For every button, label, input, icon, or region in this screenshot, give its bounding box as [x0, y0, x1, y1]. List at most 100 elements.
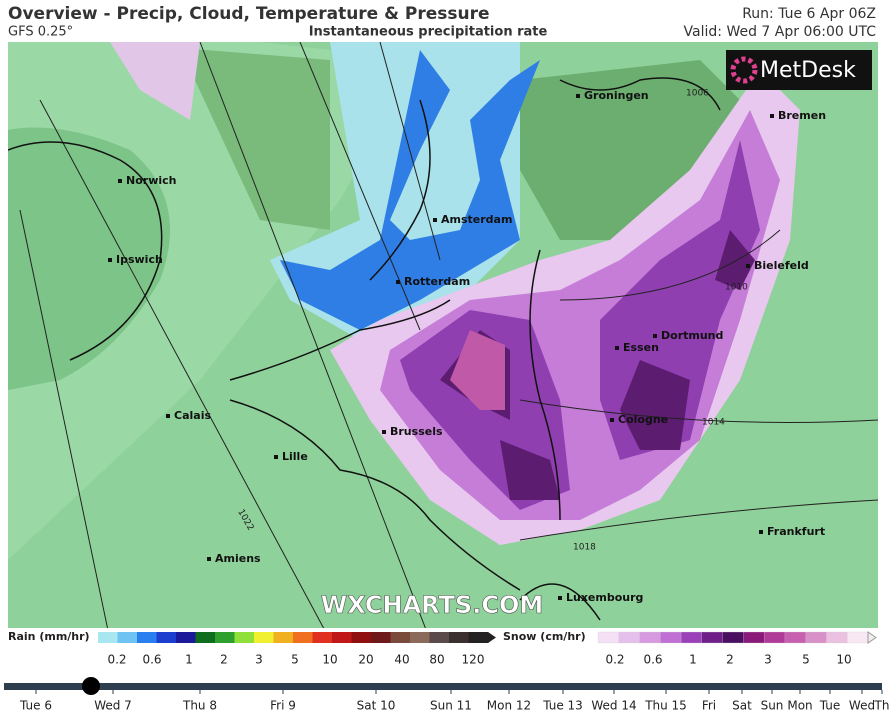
rain-color-swatch: [98, 632, 118, 643]
snow-color-swatch: [847, 631, 869, 644]
city-dot: [576, 94, 580, 98]
timeline-label[interactable]: Th: [874, 699, 890, 713]
timeline-label[interactable]: Tue 6: [19, 699, 52, 713]
city-label: Essen: [623, 341, 659, 354]
rain-legend-title: Rain (mm/hr): [8, 630, 90, 643]
rain-tick-label: 0.2: [107, 653, 126, 667]
rain-color-swatch: [215, 632, 235, 643]
city-dot: [166, 414, 170, 418]
timeline-label[interactable]: Wed: [849, 699, 875, 713]
timeline-label[interactable]: Fri 9: [270, 699, 296, 713]
title: Overview - Precip, Cloud, Temperature & …: [8, 4, 490, 24]
rain-color-swatch: [156, 632, 177, 643]
timeline-handle[interactable]: [82, 677, 100, 695]
logo-mark: [730, 56, 758, 84]
rain-tick-label: 3: [255, 653, 263, 667]
timeline-label[interactable]: Thu 15: [644, 699, 687, 713]
snow-tick-label: 5: [802, 653, 810, 667]
city-label: Cologne: [618, 413, 668, 426]
rain-color-swatch: [449, 632, 469, 643]
rain-color-swatch: [410, 632, 430, 643]
timeline-label[interactable]: Fri: [702, 699, 716, 713]
rain-color-swatch: [176, 632, 196, 643]
model: GFS 0.25°: [8, 25, 73, 40]
snow-color-swatch: [680, 631, 703, 644]
city-label: Luxembourg: [566, 591, 643, 604]
city-label: Ipswich: [116, 253, 163, 266]
rain-tick-label: 10: [322, 653, 337, 667]
snow-color-swatch: [618, 631, 641, 644]
snow-tick-label: 0.6: [643, 653, 662, 667]
timeline-label[interactable]: Sun: [761, 699, 784, 713]
rain-tick-label: 40: [394, 653, 409, 667]
rain-tick-label: 5: [291, 653, 299, 667]
timeline-label[interactable]: Thu 8: [182, 699, 217, 713]
snow-tick-label: 1: [689, 653, 697, 667]
rain-color-swatch: [429, 632, 450, 643]
valid: Valid: Wed 7 Apr 06:00 UTC: [684, 24, 877, 40]
rain-color-swatch: [195, 632, 216, 643]
logo-box: [726, 50, 872, 90]
snow-legend-title: Snow (cm/hr): [503, 630, 586, 643]
city-label: Rotterdam: [404, 275, 470, 288]
city-label: Frankfurt: [767, 525, 825, 538]
rain-color-swatch: [371, 632, 391, 643]
precip-rain: [280, 50, 540, 330]
map: MetDesk WXCHARTS.COM: [8, 42, 878, 628]
coastlines: [8, 77, 721, 381]
city-label: Bremen: [778, 109, 826, 122]
snow-color-swatch: [639, 631, 661, 644]
city-dot: [382, 430, 386, 434]
cloud: [180, 48, 330, 230]
rain-color-swatch: [254, 632, 274, 643]
run: Run: Tue 6 Apr 06Z: [742, 6, 876, 22]
rain-color-swatch: [117, 632, 138, 643]
snow-color-swatch: [701, 631, 724, 644]
isobar-label: 1014: [702, 418, 725, 428]
snow-extreme: [450, 330, 505, 410]
snow-intense: [440, 230, 755, 500]
snow-legend-arrow: [867, 631, 877, 644]
rain-tick-label: 20: [358, 653, 373, 667]
city-dot: [746, 264, 750, 268]
logo-text: MetDesk: [760, 58, 856, 83]
snow-color-swatch: [826, 631, 848, 644]
snow-color-swatch: [722, 631, 745, 644]
city-dot: [759, 530, 763, 534]
rain-color-swatch: [390, 632, 411, 643]
england: [8, 127, 170, 390]
isobar-label: 1006: [686, 89, 709, 99]
timeline-label[interactable]: Wed 14: [591, 699, 636, 713]
city-dot: [653, 334, 657, 338]
city-label: Amsterdam: [441, 213, 512, 226]
snow-color-swatch: [784, 631, 807, 644]
timeline-label[interactable]: Tue 13: [542, 699, 583, 713]
city-dot: [274, 455, 278, 459]
timeline-label[interactable]: Tue: [819, 699, 841, 713]
timeline-label[interactable]: Sat: [732, 699, 752, 713]
city-label: Groningen: [584, 89, 649, 102]
city-label: Calais: [174, 409, 211, 422]
city-dot: [396, 280, 400, 284]
rain-color-swatch: [273, 632, 294, 643]
city-label: Brussels: [390, 425, 443, 438]
rain-color-swatch: [351, 632, 372, 643]
isobar-lines: [19, 42, 878, 628]
snow-color-swatch: [660, 631, 682, 644]
timeline-label[interactable]: Sat 10: [357, 699, 396, 713]
timeline: [4, 683, 882, 690]
snow-color-swatch: [764, 631, 786, 644]
city-dot: [615, 346, 619, 350]
legend: Rain (mm/hr) Snow (cm/hr): [8, 630, 586, 643]
timeline-label[interactable]: Wed 7: [94, 699, 132, 713]
timeline-label[interactable]: Mon 12: [487, 699, 531, 713]
city-dot: [207, 557, 211, 561]
city-dot: [558, 596, 562, 600]
rain-tick-label: 2: [220, 653, 228, 667]
timeline-label[interactable]: Mon: [787, 699, 812, 713]
snow-color-swatch: [597, 631, 620, 644]
rain-tick-label: 1: [185, 653, 193, 667]
isobar-label: 1018: [573, 543, 596, 553]
timeline-label[interactable]: Sun 11: [430, 699, 472, 713]
